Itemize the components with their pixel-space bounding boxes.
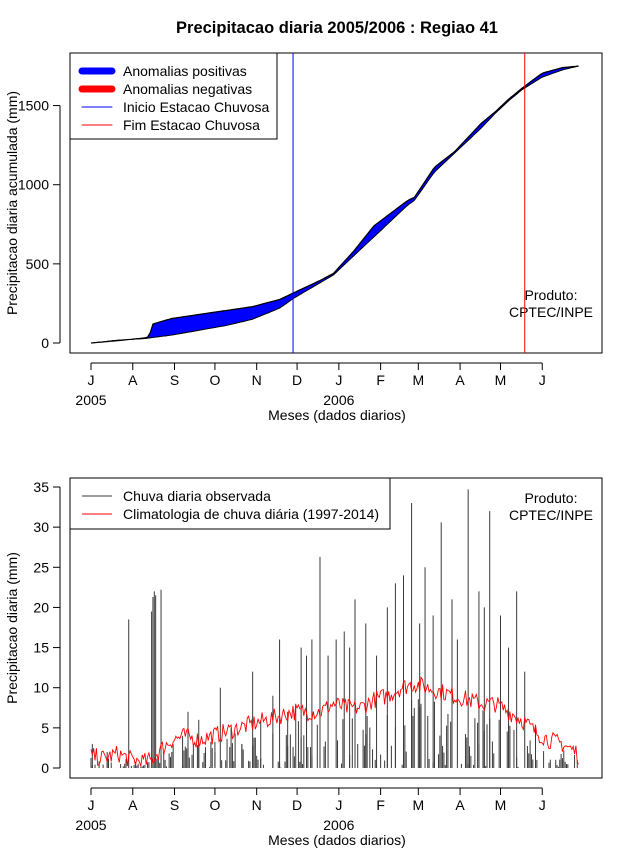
x-tick-label: N — [252, 372, 262, 388]
legend-box — [69, 477, 391, 530]
top-legend: Anomalias positivas Anomalias negativas In… — [69, 52, 278, 140]
climatology-cumulative-line — [90, 65, 579, 344]
x-tick-label: J — [335, 797, 342, 813]
x-tick-label: A — [455, 372, 465, 388]
x-tick-label: J — [88, 372, 95, 388]
daily-rain-background-bars — [90, 699, 578, 768]
bottom-plot-area: 0 5 10 15 20 25 30 35 J A S O N D J F M A M J 2005 2006 Chuva … — [33, 477, 603, 833]
legend-label: Inicio Estacao Chuvosa — [123, 99, 270, 115]
y-tick-label: 0 — [41, 760, 49, 776]
x-tick-label: J — [539, 372, 546, 388]
observed-cumulative-line — [90, 65, 579, 344]
bottom-chart-ylabel: Precipitacao diaria (mm) — [4, 552, 20, 704]
y-tick-label: 10 — [33, 680, 49, 696]
x-tick-label: O — [209, 372, 220, 388]
y-tick-label: 5 — [41, 720, 49, 736]
y-tick-label: 0 — [41, 335, 49, 351]
y-tick-label: 500 — [26, 256, 50, 272]
top-chart-ylabel: Precipitacao diaria acumulada (mm) — [4, 91, 20, 315]
climatology-line — [90, 676, 579, 767]
x-tick-label: M — [495, 372, 507, 388]
legend-label: Fim Estacao Chuvosa — [123, 117, 260, 133]
top-plot-area: 0 500 1000 1500 J A S O N D J F M A M J 2005 2006 Anomalia… — [18, 52, 603, 408]
y-tick-label: 30 — [33, 519, 49, 535]
year-label: 2005 — [75, 392, 106, 408]
x-tick-label: J — [539, 797, 546, 813]
bottom-chart-xlabel: Meses (dados diarios) — [268, 832, 406, 848]
x-tick-label: M — [412, 797, 424, 813]
legend-label: Climatologia de chuva diária (1997-2014) — [123, 506, 379, 522]
x-tick-label: S — [170, 797, 179, 813]
plot-frame — [69, 52, 603, 354]
x-tick-label: A — [128, 797, 138, 813]
year-label: 2006 — [323, 392, 354, 408]
bottom-legend: Chuva diaria observada Climatologia de ch… — [69, 477, 391, 530]
year-label: 2005 — [75, 817, 106, 833]
legend-label: Chuva diaria observada — [123, 488, 271, 504]
y-tick-label: 1000 — [18, 177, 49, 193]
y-tick-label: 15 — [33, 640, 49, 656]
x-tick-label: M — [412, 372, 424, 388]
year-label: 2006 — [323, 817, 354, 833]
bottom-annotation-line1: Produto: — [525, 490, 578, 506]
y-tick-label: 20 — [33, 599, 49, 615]
x-tick-label: F — [376, 372, 385, 388]
y-tick-label: 35 — [33, 479, 49, 495]
x-tick-label: J — [335, 372, 342, 388]
bottom-annotation-line2: CPTEC/INPE — [509, 507, 593, 523]
top-annotation-line2: CPTEC/INPE — [509, 304, 593, 320]
x-tick-label: F — [376, 797, 385, 813]
x-tick-label: N — [252, 797, 262, 813]
x-tick-label: J — [88, 797, 95, 813]
top-chart-title: Precipitacao diaria 2005/2006 : Regiao 4… — [176, 19, 498, 37]
x-tick-label: A — [455, 797, 465, 813]
y-tick-label: 25 — [33, 559, 49, 575]
x-tick-label: D — [292, 372, 302, 388]
top-chart-xlabel: Meses (dados diarios) — [268, 407, 406, 423]
x-tick-label: M — [495, 797, 507, 813]
x-tick-label: D — [292, 797, 302, 813]
legend-label: Anomalias positivas — [123, 63, 247, 79]
x-tick-label: S — [170, 372, 179, 388]
x-tick-label: O — [209, 797, 220, 813]
y-tick-label: 1500 — [18, 98, 49, 114]
x-tick-label: A — [128, 372, 138, 388]
legend-label: Anomalias negativas — [123, 81, 252, 97]
top-annotation-line1: Produto: — [525, 287, 578, 303]
